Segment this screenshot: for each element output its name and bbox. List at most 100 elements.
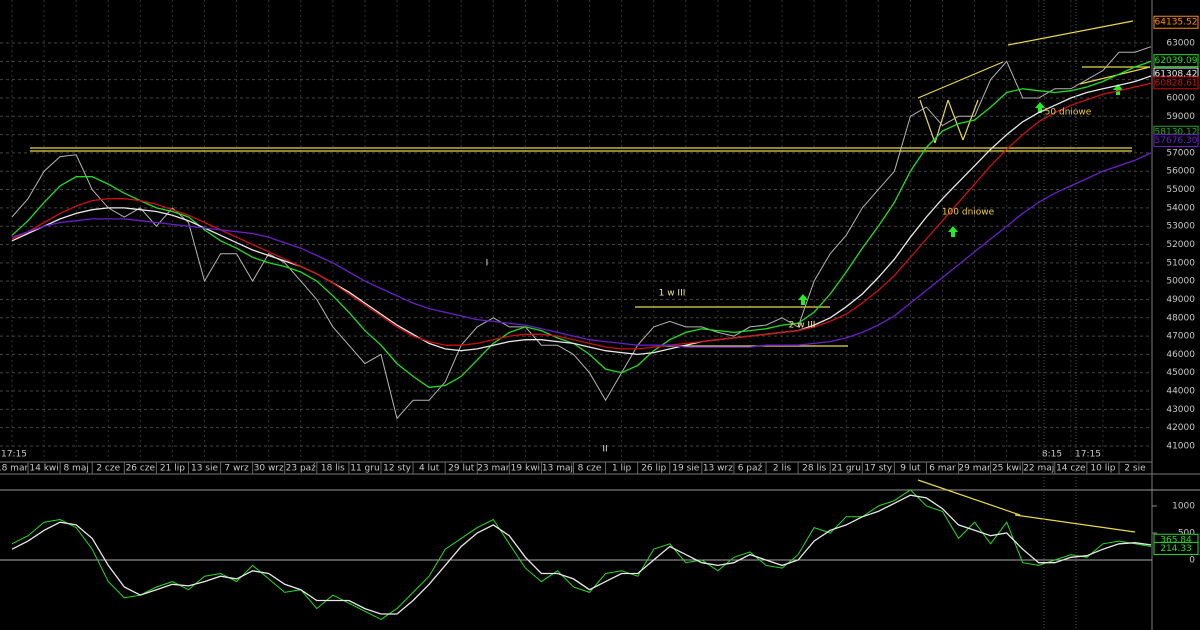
x-tick-label: 1 lip — [612, 464, 632, 474]
y-tick-label: 57000 — [1166, 148, 1195, 158]
y-tick-label: 60000 — [1166, 93, 1195, 103]
y-tick-label: 59000 — [1166, 112, 1195, 122]
y-tick-label: 45000 — [1166, 368, 1195, 378]
y-tick-label: 52000 — [1166, 240, 1195, 250]
arrow-marker — [798, 294, 808, 305]
price-marker-box — [1153, 76, 1199, 90]
annotation: 50 dniowe — [1045, 108, 1092, 118]
x-tick-label: 13 maj — [542, 464, 573, 474]
time-label: 17:15 — [1075, 450, 1101, 460]
x-tick-label: 26 cze — [126, 464, 156, 474]
y-tick-label: 51000 — [1166, 258, 1195, 268]
series-line — [11, 82, 1152, 350]
y-tick-label: 43000 — [1166, 405, 1195, 415]
series-line — [11, 489, 1152, 620]
series-line — [11, 75, 1152, 356]
x-tick-label: 4 lut — [419, 464, 440, 474]
x-tick-label: 18 mar — [0, 464, 28, 474]
y-tick-label: 50000 — [1166, 277, 1195, 287]
price-marker-label: 61308.42 — [1155, 70, 1198, 80]
x-tick-label: 19 kwi — [511, 464, 540, 474]
x-tick-label: 13 wrz — [703, 464, 733, 474]
oscillator-trendline — [1014, 514, 1136, 533]
oscillator-trendline — [917, 479, 1021, 516]
x-tick-label: 13 sie — [191, 464, 219, 474]
y-tick-label: 1000 — [1172, 501, 1195, 511]
arrow-marker — [1113, 84, 1123, 95]
y-tick-label: 46000 — [1166, 350, 1195, 360]
price-marker-box — [1153, 134, 1199, 148]
trendline — [1007, 20, 1134, 46]
x-tick-label: 28 lis — [802, 464, 826, 474]
x-tick-label: 14 kwi — [29, 464, 58, 474]
x-tick-label: 8 cze — [578, 464, 602, 474]
price-marker-label: 62039.09 — [1155, 56, 1198, 66]
price-marker-label: 214.33 — [1160, 544, 1192, 554]
time-label: 8:15 — [1042, 450, 1062, 460]
y-tick-label: 54000 — [1166, 203, 1195, 213]
series-line — [11, 494, 1152, 615]
x-tick-label: 21 gru — [832, 464, 861, 474]
x-tick-label: 22 maj — [1023, 464, 1054, 474]
x-tick-label: 11 gru — [350, 464, 379, 474]
x-tick-label: 23 mar — [477, 464, 510, 474]
y-tick-label: 63000 — [1166, 39, 1195, 49]
x-tick-label: 17 sty — [864, 464, 893, 474]
x-tick-label: 18 lis — [321, 464, 345, 474]
x-tick-label: 2 cze — [96, 464, 120, 474]
y-tick-label: 0 — [1189, 556, 1195, 566]
price-marker-label: 58130.12 — [1155, 128, 1198, 138]
price-marker-box — [1153, 15, 1199, 29]
x-tick-label: 6 mar — [929, 464, 956, 474]
x-tick-label: 2 lis — [773, 464, 792, 474]
annotation: 1 w III — [659, 289, 686, 299]
price-marker-label: 365.84 — [1160, 536, 1192, 546]
x-tick-label: 6 paź — [738, 464, 763, 474]
price-marker-label: 60828.61 — [1155, 78, 1198, 88]
x-tick-label: 29 mar — [958, 464, 991, 474]
y-tick-label: 500 — [1178, 528, 1195, 538]
x-tick-label: 30 wrz — [254, 464, 284, 474]
trendline — [919, 99, 936, 144]
trendline — [947, 99, 964, 141]
x-tick-label: 23 paź — [286, 464, 317, 474]
x-tick-label: 21 lip — [160, 464, 185, 474]
trendline — [917, 61, 1004, 99]
y-tick-label: 53000 — [1166, 222, 1195, 232]
price-marker-label: 64135.52 — [1155, 18, 1198, 28]
series-line — [11, 152, 1152, 348]
y-tick-label: 44000 — [1166, 387, 1195, 397]
x-tick-label: 8 maj — [63, 464, 88, 474]
annotation: I — [486, 259, 489, 269]
x-tick-label: 9 lut — [900, 464, 921, 474]
y-tick-label: 41000 — [1166, 441, 1195, 451]
x-tick-label: 10 lip — [1090, 464, 1115, 474]
y-tick-label: 55000 — [1166, 185, 1195, 195]
y-tick-label: 56000 — [1166, 167, 1195, 177]
time-label: 17:15 — [1, 450, 27, 460]
annotation: 2 w III — [789, 321, 816, 331]
series-line — [11, 46, 1152, 420]
price-marker-box — [1153, 541, 1199, 555]
x-tick-label: 14 cze — [1056, 464, 1086, 474]
y-tick-label: 47000 — [1166, 332, 1195, 342]
annotation: 100 dniowe — [942, 208, 995, 218]
y-tick-label: 48000 — [1166, 313, 1195, 323]
annotation: II — [602, 445, 607, 455]
arrow-marker — [948, 226, 958, 237]
price-marker-label: 57676.30 — [1155, 136, 1198, 146]
price-marker-box — [1153, 54, 1199, 68]
y-tick-label: 49000 — [1166, 295, 1195, 305]
x-tick-label: 12 sty — [383, 464, 412, 474]
x-tick-label: 29 lut — [448, 464, 475, 474]
x-tick-label: 25 kwi — [992, 464, 1021, 474]
x-tick-label: 26 lip — [641, 464, 666, 474]
y-tick-label: 42000 — [1166, 423, 1195, 433]
x-tick-label: 7 wrz — [224, 464, 249, 474]
trendline — [962, 99, 979, 141]
x-tick-label: 19 sie — [672, 464, 700, 474]
x-tick-label: 2 sie — [1124, 464, 1146, 474]
arrow-marker — [1035, 102, 1045, 113]
